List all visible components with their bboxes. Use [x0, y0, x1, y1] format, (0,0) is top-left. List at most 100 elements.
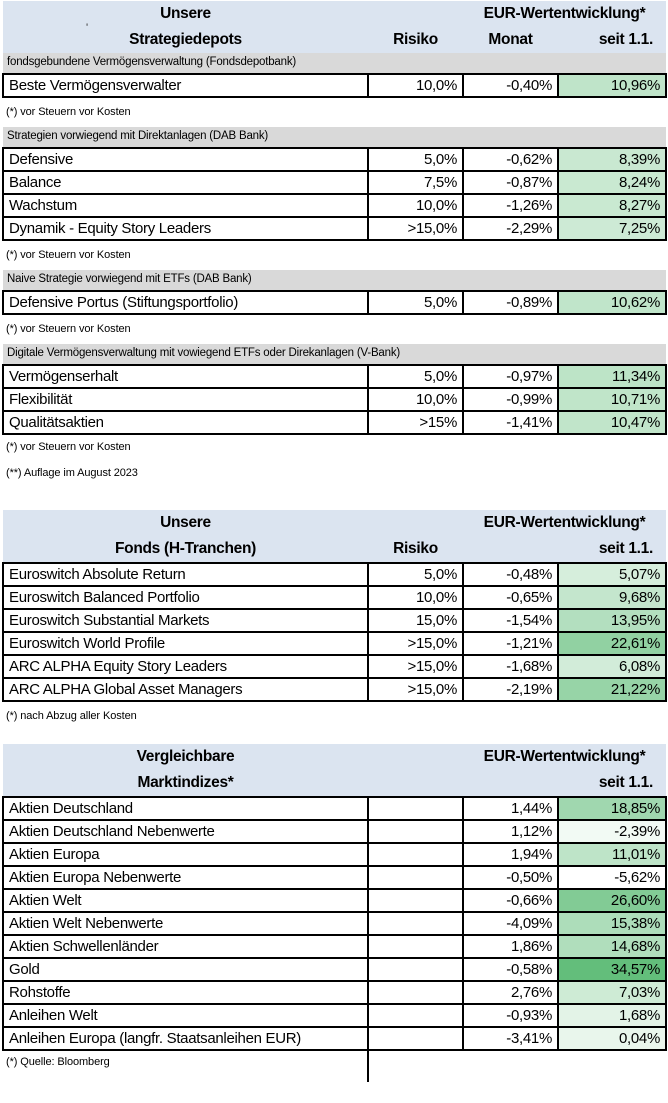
- marktindizes-table: Vergleichbare EUR-Wertentwicklung* Markt…: [2, 744, 667, 1082]
- seit-cell: 1,68%: [557, 1003, 667, 1028]
- risiko-cell: 7,5%: [367, 170, 464, 195]
- section-header-row: Digitale Vermögensverwaltung mit vowiege…: [3, 344, 666, 365]
- risiko-cell: 10,0%: [367, 387, 464, 412]
- seit-cell: 15,38%: [557, 911, 667, 936]
- row-label: Defensive Portus (Stiftungsportfolio): [2, 290, 369, 315]
- risiko-cell: >15,0%: [367, 216, 464, 241]
- monat-cell: -1,54%: [462, 608, 559, 633]
- risiko-cell: >15,0%: [367, 654, 464, 679]
- seit-cell: 26,60%: [557, 888, 667, 913]
- footnote-row: (*) vor Steuern vor Kosten: [3, 314, 666, 344]
- fonds-table-block: Unsere EUR-Wertentwicklung* Fonds (H-Tra…: [2, 510, 667, 731]
- monat-cell: -4,09%: [462, 911, 559, 936]
- seit-cell: 0,04%: [557, 1026, 667, 1051]
- seit-cell: 8,24%: [557, 170, 667, 195]
- row-label: Dynamik - Equity Story Leaders: [2, 216, 369, 241]
- monat-cell: -0,99%: [462, 387, 559, 412]
- table-header-row-1: Unsere EUR-Wertentwicklung*: [3, 1, 666, 27]
- risiko-cell: [367, 796, 464, 821]
- footnote-row: (*) vor Steuern vor Kosten: [3, 240, 666, 270]
- strategiedepots-table: Unsere EUR-Wertentwicklung* Strategiedep…: [2, 1, 667, 487]
- risiko-cell: [367, 911, 464, 936]
- seit-cell: 10,62%: [557, 290, 667, 315]
- seit-cell: 10,71%: [557, 387, 667, 412]
- section-header-row: fondsgebundene Vermögensverwaltung (Fond…: [3, 53, 666, 74]
- seit-cell: 5,07%: [557, 562, 667, 587]
- table-header-row-1: Vergleichbare EUR-Wertentwicklung*: [3, 744, 666, 770]
- monat-cell: 1,12%: [462, 819, 559, 844]
- footnote-row: (**) Auflage im August 2023: [3, 461, 666, 487]
- table-row: Defensive Portus (Stiftungsportfolio) 5,0…: [2, 290, 667, 315]
- risiko-cell: [367, 957, 464, 982]
- seit-cell: 13,95%: [557, 608, 667, 633]
- table-row: Aktien Welt -0,66% 26,60%: [2, 888, 667, 913]
- table-title-line2: Strategiedepots: [3, 27, 368, 53]
- monat-cell: -0,89%: [462, 290, 559, 315]
- table-row: Aktien Deutschland Nebenwerte 1,12% -2,39%: [2, 819, 667, 844]
- table-title-line1: Unsere: [3, 510, 368, 536]
- monat-cell: -0,58%: [462, 957, 559, 982]
- table-row: Anleihen Welt -0,93% 1,68%: [2, 1003, 667, 1028]
- footnote: (**) Auflage im August 2023: [6, 467, 138, 479]
- monat-cell: 1,86%: [462, 934, 559, 959]
- table-row: Beste Vermögensverwalter 10,0% -0,40% 10,96…: [2, 73, 667, 98]
- risiko-cell: 5,0%: [367, 364, 464, 389]
- monat-cell: -0,50%: [462, 865, 559, 890]
- monat-cell: -1,68%: [462, 654, 559, 679]
- monat-column-header: [463, 770, 558, 797]
- monat-cell: -0,65%: [462, 585, 559, 610]
- table-header-row-2: Strategiedepots Risiko Monat seit 1.1.: [3, 27, 666, 53]
- row-label: Balance: [2, 170, 369, 195]
- footnote: (*) vor Steuern vor Kosten: [6, 323, 131, 335]
- seit-cell: 21,22%: [557, 677, 667, 702]
- row-label: ARC ALPHA Global Asset Managers: [2, 677, 369, 702]
- row-label: Defensive: [2, 147, 369, 172]
- monat-column-header: [463, 536, 558, 563]
- eur-wertentwicklung-header: EUR-Wertentwicklung*: [463, 744, 666, 770]
- table-row: Balance 7,5% -0,87% 8,24%: [2, 170, 667, 195]
- seit-cell: 11,01%: [557, 842, 667, 867]
- table-title-line1: Unsere: [3, 1, 368, 27]
- monat-cell: -3,41%: [462, 1026, 559, 1051]
- risiko-cell: >15,0%: [367, 631, 464, 656]
- marktindizes-table-block: Vergleichbare EUR-Wertentwicklung* Markt…: [2, 744, 667, 1082]
- risiko-column-header: [368, 770, 463, 797]
- table-row: Euroswitch Balanced Portfolio 10,0% -0,65%…: [2, 585, 667, 610]
- stray-mark: ': [86, 22, 89, 34]
- row-label: Aktien Deutschland Nebenwerte: [2, 819, 369, 844]
- table-row: Gold -0,58% 34,57%: [2, 957, 667, 982]
- row-label: Aktien Welt: [2, 888, 369, 913]
- table-row: ARC ALPHA Global Asset Managers >15,0% -2,…: [2, 677, 667, 702]
- footnote-row: (*) vor Steuern vor Kosten: [3, 434, 666, 461]
- table-row: Aktien Europa 1,94% 11,01%: [2, 842, 667, 867]
- risiko-cell: [367, 1003, 464, 1028]
- risiko-cell: [367, 1026, 464, 1051]
- row-label: Wachstum: [2, 193, 369, 218]
- risiko-cell: [367, 980, 464, 1005]
- risiko-cell: [367, 842, 464, 867]
- row-label: Anleihen Europa (langfr. Staatsanleihen …: [2, 1026, 369, 1051]
- seit-cell: 8,39%: [557, 147, 667, 172]
- monat-column-header: Monat: [463, 27, 558, 53]
- risiko-cell: 10,0%: [367, 585, 464, 610]
- row-label: Aktien Welt Nebenwerte: [2, 911, 369, 936]
- seit-column-header: seit 1.1.: [558, 536, 666, 563]
- table-row: Euroswitch Absolute Return 5,0% -0,48% 5,07…: [2, 562, 667, 587]
- risiko-column-header: Risiko: [368, 27, 463, 53]
- table-row: Euroswitch World Profile >15,0% -1,21% 22,6…: [2, 631, 667, 656]
- footnote-row: (*) nach Abzug aller Kosten: [3, 701, 666, 731]
- row-label: Qualitätsaktien: [2, 410, 369, 435]
- monat-cell: -0,87%: [462, 170, 559, 195]
- row-label: Euroswitch Balanced Portfolio: [2, 585, 369, 610]
- row-label: Aktien Schwellenländer: [2, 934, 369, 959]
- table-row: Defensive 5,0% -0,62% 8,39%: [2, 147, 667, 172]
- section-header-label: Strategien vorwiegend mit Direktanlagen …: [3, 127, 666, 148]
- seit-cell: 6,08%: [557, 654, 667, 679]
- seit-cell: 8,27%: [557, 193, 667, 218]
- table-row: Aktien Schwellenländer 1,86% 14,68%: [2, 934, 667, 959]
- row-label: Aktien Deutschland: [2, 796, 369, 821]
- row-label: Euroswitch Substantial Markets: [2, 608, 369, 633]
- seit-cell: -2,39%: [557, 819, 667, 844]
- table-title-line2: Marktindizes*: [3, 770, 368, 797]
- row-label: Beste Vermögensverwalter: [2, 73, 369, 98]
